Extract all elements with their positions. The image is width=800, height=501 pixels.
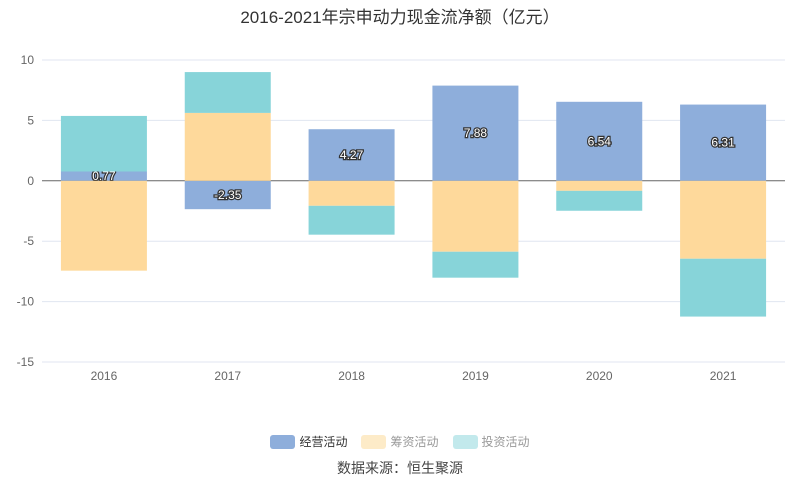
x-tick-label: 2021	[710, 369, 737, 383]
legend-label: 筹资活动	[390, 435, 439, 449]
legend-swatch	[270, 434, 296, 449]
legend-swatch	[452, 434, 478, 449]
bar-operating	[184, 180, 271, 210]
legend-item-financing[interactable]: 筹资活动	[361, 433, 439, 450]
y-tick-label: -5	[23, 234, 34, 248]
x-tick-label: 2019	[462, 369, 489, 383]
x-tick-label: 2017	[214, 369, 241, 383]
data-label: 4.27	[340, 148, 364, 162]
bar-financing	[556, 180, 643, 191]
legend: 经营活动 筹资活动 投资活动	[0, 433, 800, 450]
bar-operating	[308, 129, 395, 181]
bar-operating	[556, 101, 643, 181]
data-label: 7.88	[464, 126, 488, 140]
data-label: 6.31	[711, 136, 735, 150]
y-tick-label: 5	[27, 113, 34, 127]
bar-financing	[432, 180, 519, 252]
data-label: 0.77	[92, 169, 116, 183]
x-tick-label: 2018	[338, 369, 365, 383]
y-tick-label: 0	[27, 174, 34, 188]
bar-investing	[680, 258, 767, 317]
bar-financing	[184, 112, 271, 181]
data-source: 数据来源：恒生聚源	[337, 460, 463, 476]
bar-investing	[308, 205, 395, 235]
bar-operating	[680, 104, 767, 181]
bar-financing	[60, 180, 147, 271]
data-label: 6.54	[588, 134, 612, 148]
x-tick-label: 2016	[91, 369, 118, 383]
bar-operating	[432, 85, 519, 181]
chart-title: 2016-2021年宗申动力现金流净额（亿元）	[240, 8, 560, 27]
bar-investing	[556, 190, 643, 211]
y-tick-label: -10	[17, 295, 35, 309]
bar-financing	[680, 180, 767, 259]
bar-financing	[308, 180, 395, 206]
y-tick-label: 10	[21, 53, 35, 67]
data-label: -2.35	[214, 188, 242, 202]
legend-label: 投资活动	[481, 435, 530, 449]
legend-label: 经营活动	[299, 435, 348, 449]
x-tick-label: 2020	[586, 369, 613, 383]
bar-investing	[60, 115, 147, 172]
bar-operating	[60, 171, 147, 181]
legend-item-investing[interactable]: 投资活动	[452, 433, 530, 450]
legend-item-operating[interactable]: 经营活动	[270, 433, 347, 450]
bar-investing	[184, 72, 271, 113]
legend-swatch	[361, 434, 387, 449]
bar-investing	[432, 251, 519, 278]
bar-chart: -15 -10 -5 0 5 10 0.77 2016 -2.35 2017 4.27 2018 7.8…	[17, 53, 785, 383]
y-tick-label: -15	[17, 355, 35, 369]
